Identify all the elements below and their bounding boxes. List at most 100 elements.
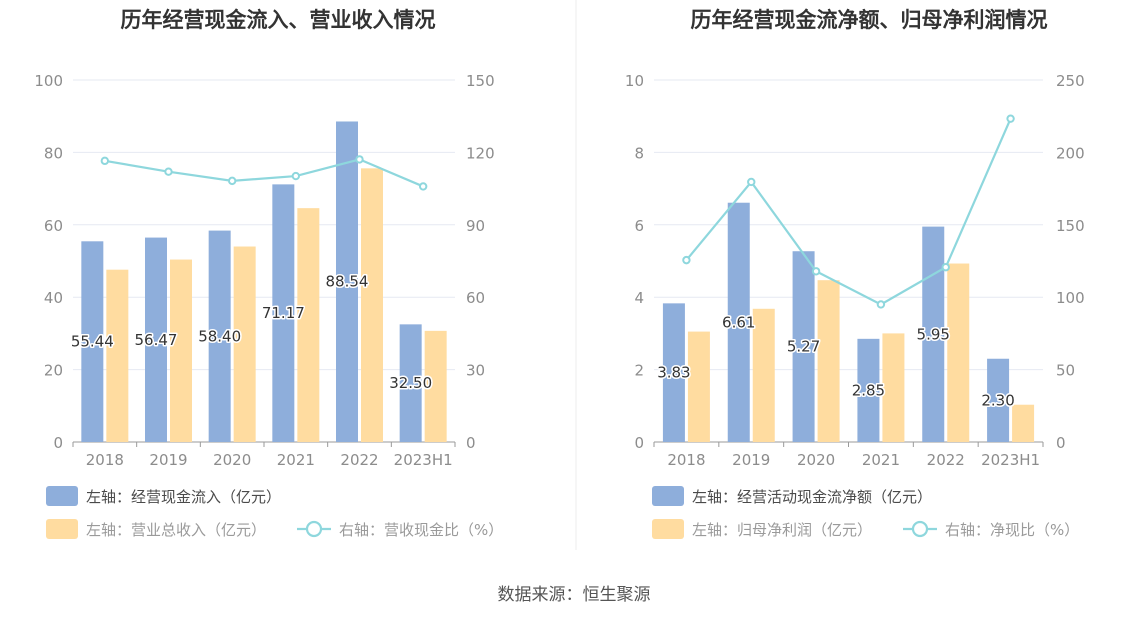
bar-cash-inflow <box>208 230 231 442</box>
x-axis-tick: 2022 <box>340 451 378 469</box>
ratio-point <box>682 255 691 265</box>
bar-value-label: 88.54 <box>326 273 369 291</box>
bar-net-profit <box>1012 404 1035 442</box>
x-axis-tick: 2020 <box>797 451 835 469</box>
legend-label: 左轴：经营现金流入（亿元） <box>86 488 281 506</box>
right-axis-tick: 60 <box>466 289 485 307</box>
ratio-point <box>941 263 950 272</box>
bar-net-profit <box>882 333 905 442</box>
bar-value-label: 5.95 <box>917 325 950 343</box>
bar-cash-net <box>987 358 1010 442</box>
legend-line-marker <box>305 520 323 538</box>
data-source-footer: 数据来源：恒生聚源 <box>497 585 651 605</box>
bar-cash-net <box>727 202 750 442</box>
left-axis-tick: 8 <box>634 144 644 162</box>
bar-revenue <box>424 330 447 442</box>
bar-revenue <box>361 168 383 442</box>
legend-swatch-primary <box>652 486 684 506</box>
ratio-line <box>104 158 424 188</box>
bar-cash-inflow <box>81 241 104 442</box>
left-axis-tick: 0 <box>634 434 644 452</box>
x-axis-tick: 2019 <box>149 451 187 469</box>
left-axis-tick: 80 <box>44 144 63 162</box>
legend-label: 左轴：营业总收入（亿元） <box>86 521 266 539</box>
bar-value-label: 2.85 <box>852 381 885 399</box>
right-axis-tick: 150 <box>466 72 495 90</box>
bar-cash-net <box>662 303 685 442</box>
legend-label: 右轴：净现比（%） <box>945 521 1079 539</box>
bar-revenue <box>106 269 129 442</box>
right-axis-tick: 100 <box>1056 289 1085 307</box>
bar-value-label: 56.47 <box>135 331 178 349</box>
bar-cash-inflow <box>399 324 422 442</box>
left-axis-tick: 2 <box>634 362 644 380</box>
right-axis-tick: 0 <box>466 434 476 452</box>
x-axis-tick: 2023H1 <box>981 451 1040 469</box>
bar-value-label: 55.44 <box>71 333 114 351</box>
right-axis-tick: 150 <box>1056 217 1085 235</box>
bar-revenue <box>233 246 256 442</box>
bar-value-label: 3.83 <box>657 364 690 382</box>
ratio-point <box>355 155 364 164</box>
left-axis-tick: 4 <box>634 289 644 307</box>
ratio-point <box>227 176 237 186</box>
right-axis-tick: 50 <box>1056 362 1075 380</box>
bar-value-label: 71.17 <box>262 304 305 322</box>
chart-1: 历年经营现金流入、营业收入情况 0 0 20 30 40 60 60 90 80 120 100 150… <box>34 8 503 539</box>
right-axis-tick: 120 <box>466 144 495 162</box>
x-axis-tick: 2018 <box>86 451 124 469</box>
bar-value-label: 58.40 <box>198 327 241 345</box>
ratio-point <box>291 171 301 181</box>
right-axis-tick: 250 <box>1056 72 1085 90</box>
ratio-line <box>685 118 1012 306</box>
legend-swatch-secondary <box>652 519 684 539</box>
bar-cash-net <box>857 338 880 442</box>
bar-revenue <box>170 259 192 442</box>
x-axis-tick: 2023H1 <box>394 451 453 469</box>
bar-cash-inflow <box>336 121 358 442</box>
bar-revenue <box>297 208 320 442</box>
bar-value-label: 32.50 <box>389 374 432 392</box>
bar-value-label: 6.61 <box>722 313 755 331</box>
bar-net-profit <box>687 331 710 442</box>
x-axis-tick: 2022 <box>927 451 965 469</box>
x-axis-tick: 2021 <box>862 451 900 469</box>
x-axis-tick: 2020 <box>213 451 251 469</box>
right-axis-tick: 200 <box>1056 144 1085 162</box>
left-axis-tick: 60 <box>44 217 63 235</box>
left-axis-tick: 100 <box>34 72 63 90</box>
bar-cash-inflow <box>272 184 295 442</box>
x-axis-tick: 2019 <box>732 451 770 469</box>
bar-cash-net <box>792 251 815 442</box>
left-axis-tick: 6 <box>634 217 644 235</box>
bar-value-label: 5.27 <box>787 338 820 356</box>
ratio-point <box>876 300 886 309</box>
left-axis-tick: 20 <box>44 362 63 380</box>
legend-swatch-secondary <box>46 519 78 539</box>
right-axis-tick: 30 <box>466 362 485 380</box>
bar-net-profit <box>817 280 840 442</box>
legend-line-marker <box>911 520 929 538</box>
legend-label: 左轴：经营活动现金流净额（亿元） <box>692 488 932 506</box>
ratio-point <box>164 167 173 176</box>
right-axis-tick: 90 <box>466 217 485 235</box>
left-axis-tick: 40 <box>44 289 63 307</box>
ratio-point <box>100 156 110 166</box>
ratio-point <box>418 182 428 191</box>
chart-title: 历年经营现金流入、营业收入情况 <box>121 8 436 32</box>
bar-net-profit <box>752 308 775 442</box>
x-axis-tick: 2021 <box>277 451 315 469</box>
x-axis-tick: 2018 <box>667 451 705 469</box>
bar-cash-inflow <box>145 237 167 442</box>
legend-label: 右轴：营收现金比（%） <box>339 521 503 539</box>
legend-swatch-primary <box>46 486 78 506</box>
legend-label: 左轴：归母净利润（亿元） <box>692 521 872 539</box>
ratio-point <box>1006 114 1015 123</box>
bar-net-profit <box>947 263 970 442</box>
ratio-point <box>747 177 756 187</box>
chart-title: 历年经营现金流净额、归母净利润情况 <box>691 8 1048 32</box>
right-axis-tick: 0 <box>1056 434 1066 452</box>
bar-cash-net <box>922 226 945 442</box>
